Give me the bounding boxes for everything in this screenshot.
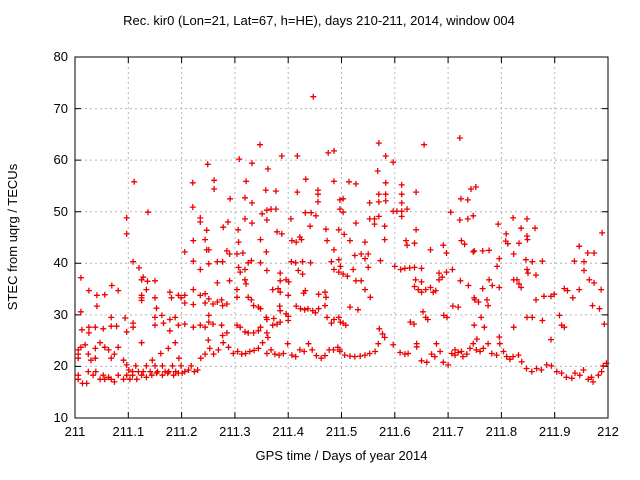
x-tick-label: 211 (64, 424, 86, 439)
x-tick-label: 211.5 (325, 424, 358, 439)
y-tick-label: 10 (53, 410, 68, 425)
x-tick-label: 211.1 (112, 424, 145, 439)
y-tick-label: 50 (53, 203, 68, 219)
x-tick-label: 212 (597, 424, 619, 439)
y-tick-label: 30 (53, 306, 68, 322)
x-tick-label: 211.8 (485, 424, 518, 439)
x-tick-label: 211.7 (432, 424, 464, 439)
x-tick-label: 211.9 (538, 424, 571, 439)
grid-lines (75, 57, 608, 418)
y-tick-label: 60 (53, 152, 68, 168)
data-points (75, 93, 610, 387)
y-tick-label: 70 (53, 100, 68, 116)
x-tick-label: 211.6 (379, 424, 411, 439)
y-tick-label: 40 (53, 255, 68, 271)
x-axis-label: GPS time / Days of year 2014 (255, 448, 428, 463)
x-tick-label: 211.2 (165, 424, 198, 439)
y-tick-label: 20 (53, 358, 68, 374)
y-tick-label: 80 (53, 49, 68, 64)
x-tick-label: 211.4 (272, 424, 304, 439)
x-tick-label: 211.3 (219, 424, 251, 439)
chart-title: Rec. kir0 (Lon=21, Lat=67, h=HE), days 2… (123, 13, 515, 28)
